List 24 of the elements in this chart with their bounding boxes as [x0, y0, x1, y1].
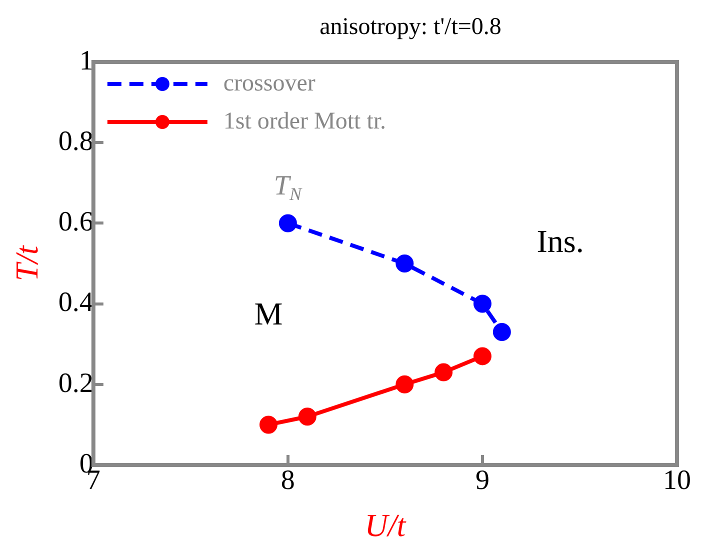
chart-title: anisotropy: t'/t=0.8	[318, 14, 502, 41]
point	[492, 323, 511, 342]
point	[298, 408, 316, 426]
point	[434, 363, 453, 382]
point	[473, 294, 492, 313]
legend-label: crossover	[223, 70, 316, 96]
y-axis-title: T/t	[8, 244, 45, 282]
point	[259, 416, 278, 434]
point	[396, 254, 414, 272]
x-tick-label: 9	[475, 465, 490, 496]
point	[396, 375, 414, 394]
x-tick-label: 8	[280, 465, 295, 496]
y-tick-label: 0.6	[58, 206, 94, 238]
annotation: M	[254, 295, 283, 332]
legend-label: 1st order Mott tr.	[223, 108, 386, 134]
x-axis-title: U/t	[364, 507, 407, 544]
y-tick-label: 0.8	[58, 126, 94, 157]
annotation: Ins.	[536, 222, 584, 259]
point	[278, 214, 297, 232]
y-tick-label: 1	[79, 45, 94, 76]
y-tick-label: 0.4	[58, 287, 94, 318]
x-tick-label: 10	[663, 465, 691, 496]
y-tick-label: 0.2	[58, 368, 94, 399]
point	[473, 347, 492, 366]
